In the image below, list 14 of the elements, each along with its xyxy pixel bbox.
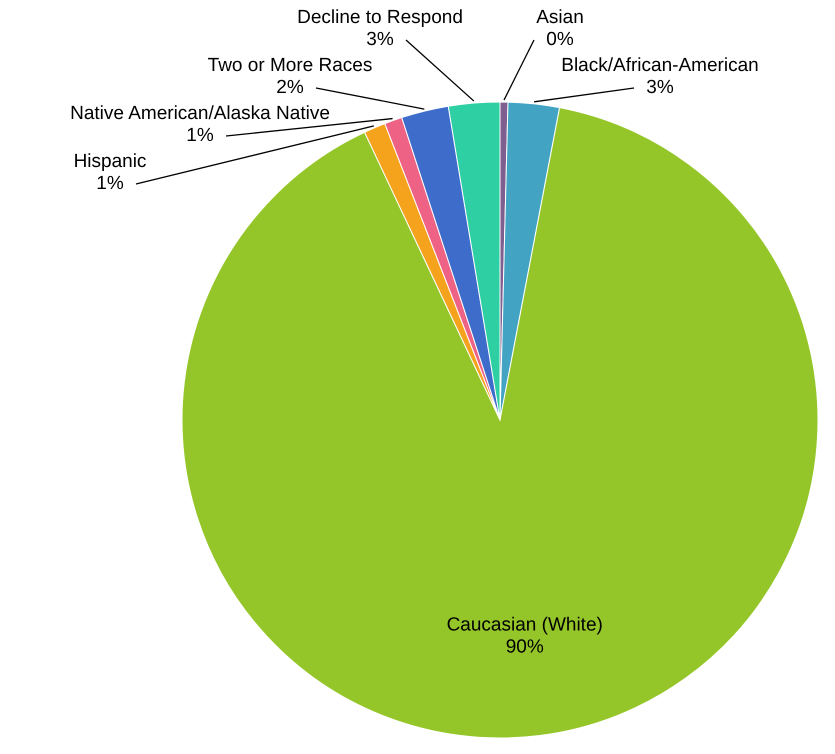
slice-label: Decline to Respond [297,7,463,28]
slice-label: Black/African-American [561,55,759,76]
data-label: 1% [96,173,124,194]
data-label: 90% [506,636,544,658]
slice-label: Caucasian (White) [446,614,603,636]
data-label: 0% [546,29,574,50]
data-label: 3% [366,29,394,50]
data-label: 1% [186,125,214,146]
slice-label: Asian [536,7,584,28]
data-label: 3% [646,77,674,98]
data-label: 2% [276,77,304,98]
slice-label: Hispanic [74,151,146,172]
slice-label: Two or More Races [208,55,372,76]
slice-label: Native American/Alaska Native [70,103,330,124]
